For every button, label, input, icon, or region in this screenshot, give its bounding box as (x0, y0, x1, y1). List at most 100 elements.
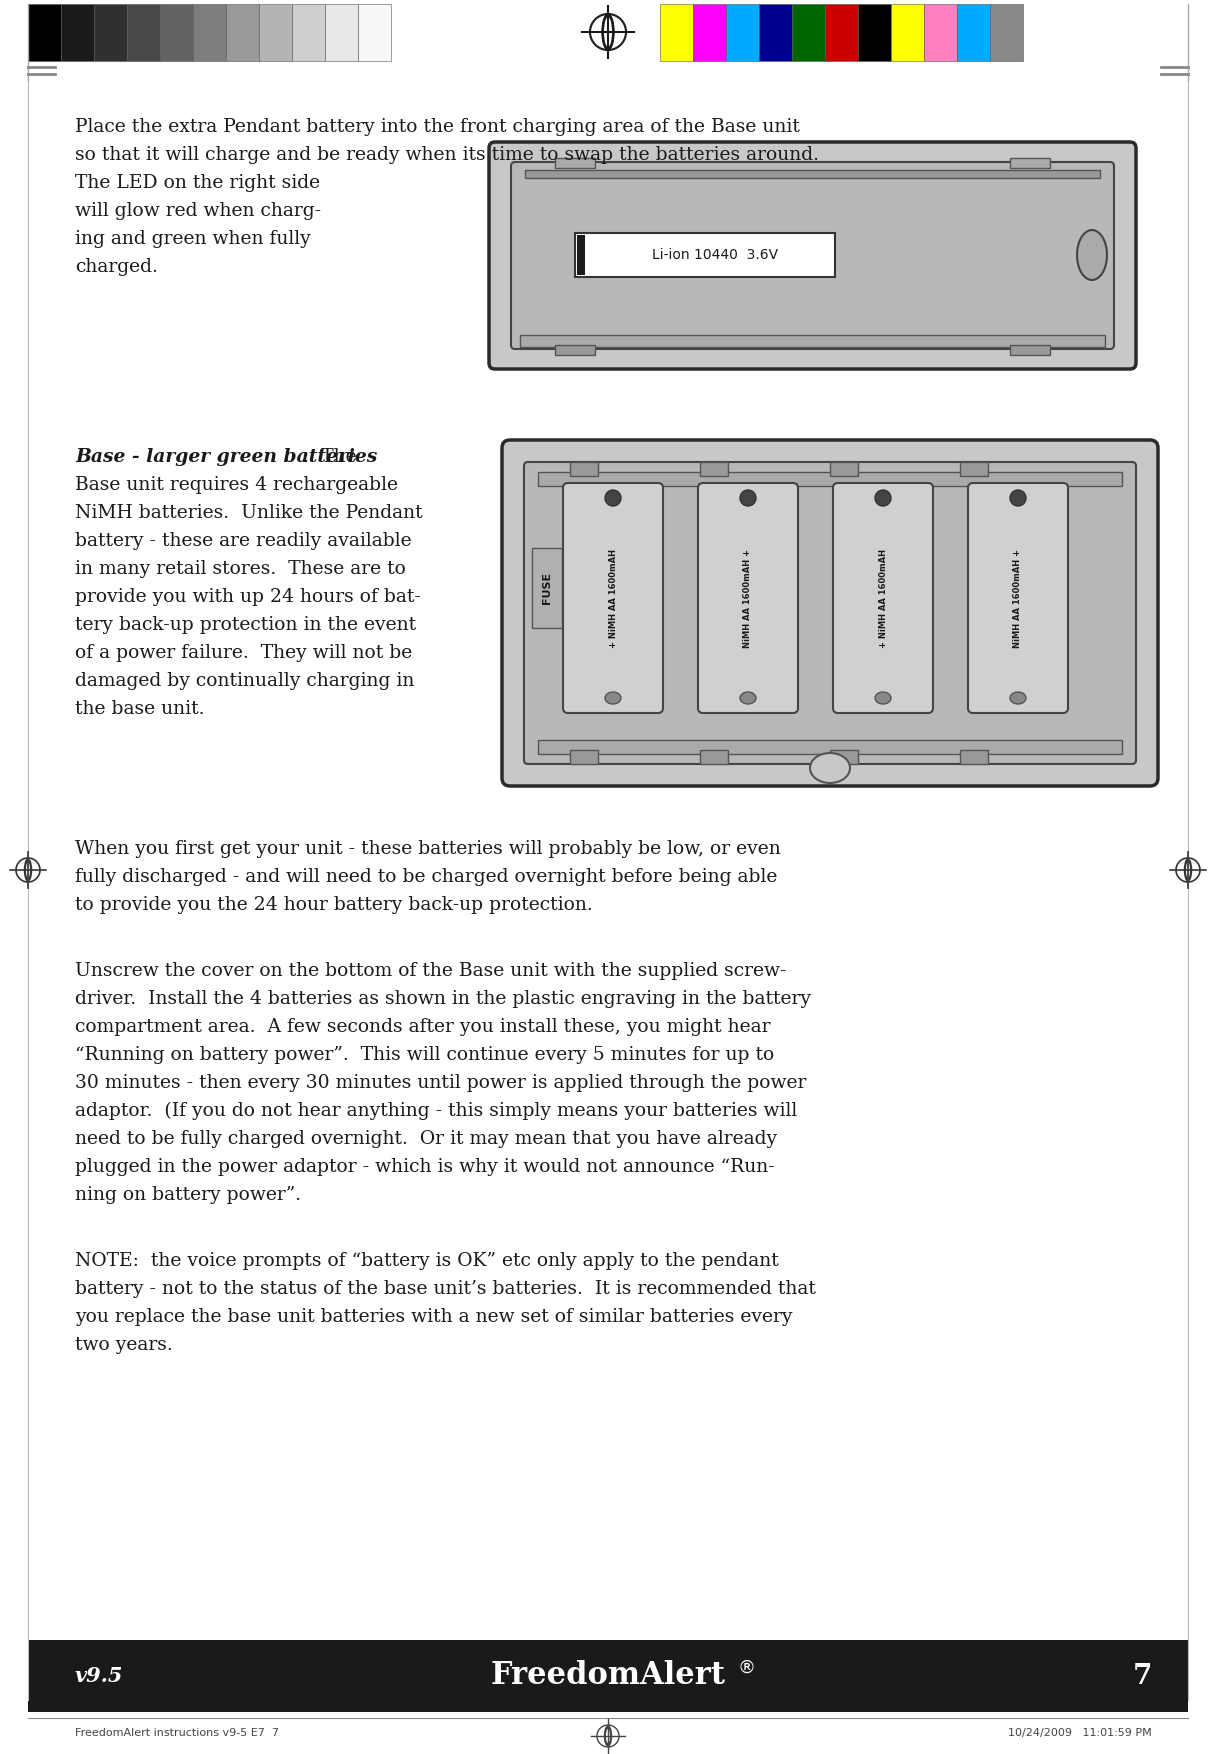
Ellipse shape (810, 752, 850, 782)
Text: adaptor.  (If you do not hear anything - this simply means your batteries will: adaptor. (If you do not hear anything - … (75, 1102, 798, 1121)
Text: FreedomAlert instructions v9-5 E7  7: FreedomAlert instructions v9-5 E7 7 (75, 1728, 278, 1738)
Text: so that it will charge and be ready when its time to swap the batteries around.: so that it will charge and be ready when… (75, 146, 820, 165)
Bar (94, 4, 126, 61)
Bar (226, 4, 259, 61)
Text: NiMH batteries.  Unlike the Pendant: NiMH batteries. Unlike the Pendant (75, 503, 423, 523)
Ellipse shape (26, 861, 30, 879)
Bar (533, 547, 562, 628)
Ellipse shape (1077, 230, 1107, 281)
Text: two years.: two years. (75, 1337, 173, 1354)
Bar (325, 4, 358, 61)
Bar (193, 4, 226, 61)
Ellipse shape (741, 693, 756, 703)
Bar (554, 346, 595, 354)
Text: + NiMH AA 1600mAH: + NiMH AA 1600mAH (608, 549, 618, 647)
Bar (959, 751, 987, 765)
Text: NOTE:  the voice prompts of “battery is OK” etc only apply to the pendant: NOTE: the voice prompts of “battery is O… (75, 1252, 778, 1270)
Bar (570, 461, 598, 475)
Ellipse shape (876, 489, 891, 505)
Ellipse shape (741, 489, 756, 505)
FancyBboxPatch shape (489, 142, 1136, 368)
Bar (990, 4, 1023, 61)
Text: NiMH AA 1600mAH +: NiMH AA 1600mAH + (1013, 549, 1023, 647)
Bar (693, 4, 726, 61)
Text: of a power failure.  They will not be: of a power failure. They will not be (75, 644, 412, 661)
Text: Li-ion 10440  3.6V: Li-ion 10440 3.6V (652, 247, 778, 261)
Ellipse shape (1186, 861, 1190, 879)
Text: v9.5: v9.5 (75, 1666, 123, 1686)
Text: NiMH AA 1600mAH +: NiMH AA 1600mAH + (743, 549, 753, 647)
Text: ing and green when fully: ing and green when fully (75, 230, 311, 247)
Bar (858, 4, 891, 61)
Bar (537, 472, 1122, 486)
Bar (358, 4, 392, 61)
Bar (520, 335, 1105, 347)
Text: will glow red when charg-: will glow red when charg- (75, 202, 321, 219)
Bar (1010, 158, 1049, 168)
FancyBboxPatch shape (511, 161, 1114, 349)
FancyBboxPatch shape (833, 482, 933, 712)
Text: Unscrew the cover on the bottom of the Base unit with the supplied screw-: Unscrew the cover on the bottom of the B… (75, 961, 787, 980)
Text: fully discharged - and will need to be charged overnight before being able: fully discharged - and will need to be c… (75, 868, 777, 886)
Bar (1010, 346, 1049, 354)
Bar (575, 233, 835, 277)
Text: Base unit requires 4 rechargeable: Base unit requires 4 rechargeable (75, 475, 398, 495)
Bar (61, 4, 94, 61)
Text: to provide you the 24 hour battery back-up protection.: to provide you the 24 hour battery back-… (75, 896, 592, 914)
FancyBboxPatch shape (524, 461, 1136, 765)
Bar (660, 4, 693, 61)
Bar (28, 4, 61, 61)
Text: ®: ® (738, 1659, 756, 1677)
Bar (554, 158, 595, 168)
Bar (959, 461, 987, 475)
Text: When you first get your unit - these batteries will probably be low, or even: When you first get your unit - these bat… (75, 840, 781, 858)
Bar (726, 4, 759, 61)
Text: 7: 7 (1132, 1663, 1152, 1689)
Text: 30 minutes - then every 30 minutes until power is applied through the power: 30 minutes - then every 30 minutes until… (75, 1073, 806, 1093)
Bar (924, 4, 957, 61)
Bar (525, 170, 1100, 177)
Ellipse shape (1184, 859, 1192, 881)
Text: need to be fully charged overnight.  Or it may mean that you have already: need to be fully charged overnight. Or i… (75, 1130, 777, 1149)
Text: FreedomAlert: FreedomAlert (490, 1661, 726, 1691)
Text: 10/24/2009   11:01:59 PM: 10/24/2009 11:01:59 PM (1008, 1728, 1152, 1738)
Text: plugged in the power adaptor - which is why it would not announce “Run-: plugged in the power adaptor - which is … (75, 1158, 775, 1175)
Text: damaged by continually charging in: damaged by continually charging in (75, 672, 415, 689)
Text: :  The: : The (303, 447, 356, 467)
Text: the base unit.: the base unit. (75, 700, 204, 717)
Ellipse shape (1010, 489, 1026, 505)
Text: charged.: charged. (75, 258, 158, 275)
FancyBboxPatch shape (563, 482, 663, 712)
Bar (831, 751, 858, 765)
Bar (891, 4, 924, 61)
Text: battery - not to the status of the base unit’s batteries.  It is recommended tha: battery - not to the status of the base … (75, 1280, 816, 1298)
Bar (161, 4, 193, 61)
Text: compartment area.  A few seconds after you install these, you might hear: compartment area. A few seconds after yo… (75, 1017, 771, 1037)
FancyBboxPatch shape (968, 482, 1068, 712)
Text: Place the extra Pendant battery into the front charging area of the Base unit: Place the extra Pendant battery into the… (75, 118, 800, 137)
Ellipse shape (604, 1726, 612, 1745)
FancyBboxPatch shape (698, 482, 798, 712)
Text: The LED on the right side: The LED on the right side (75, 174, 320, 191)
Bar (28, 1640, 1188, 1712)
Ellipse shape (1010, 693, 1026, 703)
Bar (792, 4, 824, 61)
Text: tery back-up protection in the event: tery back-up protection in the event (75, 616, 416, 633)
Bar (537, 740, 1122, 754)
Bar (126, 4, 161, 61)
Bar (759, 4, 792, 61)
Text: Base - larger green batteries: Base - larger green batteries (75, 447, 377, 467)
Ellipse shape (606, 1729, 610, 1743)
Ellipse shape (876, 693, 891, 703)
Text: ning on battery power”.: ning on battery power”. (75, 1186, 302, 1203)
Ellipse shape (602, 14, 614, 51)
Text: driver.  Install the 4 batteries as shown in the plastic engraving in the batter: driver. Install the 4 batteries as shown… (75, 989, 811, 1009)
Bar (831, 461, 858, 475)
Bar (259, 4, 292, 61)
Text: + NiMH AA 1600mAH: + NiMH AA 1600mAH (878, 549, 888, 647)
Text: in many retail stores.  These are to: in many retail stores. These are to (75, 560, 406, 579)
Ellipse shape (606, 693, 621, 703)
Bar (292, 4, 325, 61)
Bar (578, 235, 585, 275)
Ellipse shape (604, 18, 612, 47)
